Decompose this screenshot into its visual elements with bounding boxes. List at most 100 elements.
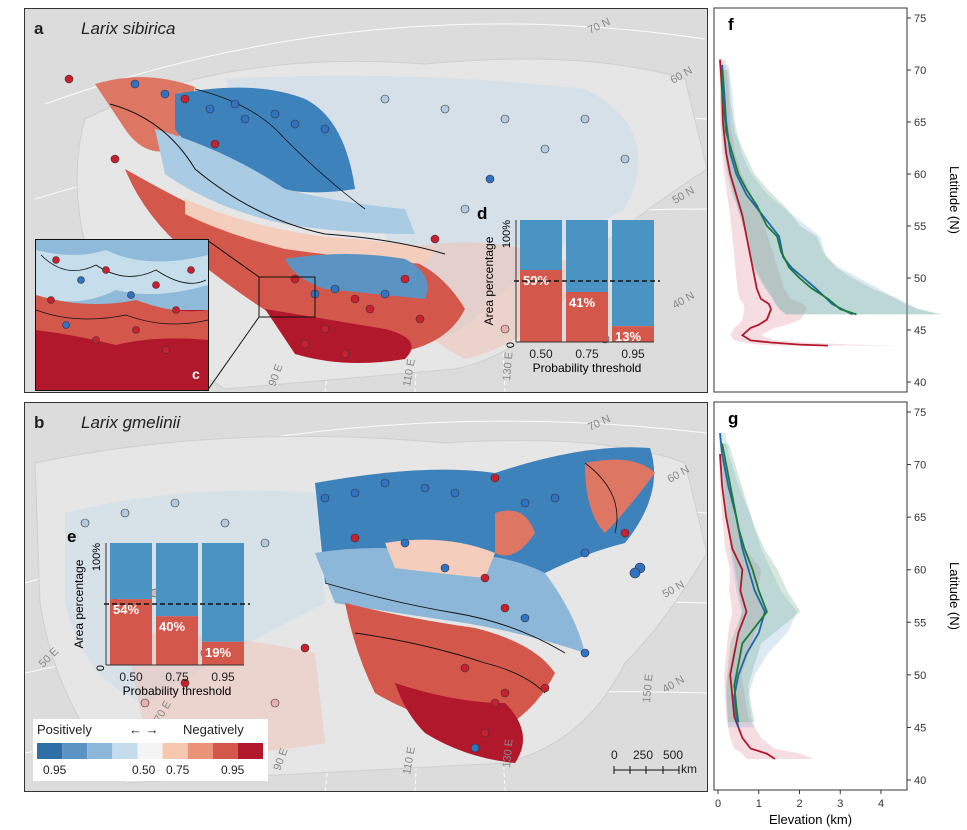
occurrence-point	[480, 573, 490, 583]
bar-chart-d: 59% 0.50 41% 0.75 13% 0.95 0 100% Area percentag…	[477, 204, 660, 375]
legend-tick: 0.75	[166, 763, 190, 777]
x-tick-label: 0.75	[165, 670, 189, 684]
legend-arrow: ← →	[129, 722, 159, 737]
bar-positive-0.50	[110, 543, 152, 600]
occurrence-point	[440, 104, 450, 114]
occurrence-point	[170, 498, 180, 508]
y-tick-label: 70	[914, 65, 926, 77]
occurrence-point	[629, 567, 641, 579]
occurrence-point	[480, 728, 490, 738]
occurrence-point	[180, 94, 190, 104]
grid-label: 70 N	[586, 16, 612, 37]
x-tick-label: 0	[715, 798, 721, 810]
occurrence-point	[580, 548, 590, 558]
inset-locator	[258, 276, 316, 318]
x-axis-label: Probability threshold	[123, 684, 232, 698]
bar-value-label: 19%	[205, 645, 231, 660]
occurrence-point	[127, 291, 135, 299]
x-tick-label: 4	[878, 798, 884, 810]
occurrence-point	[580, 114, 590, 124]
occurrence-point	[220, 518, 230, 528]
grid-label: 130 E	[501, 739, 515, 769]
points-c	[47, 256, 195, 354]
occurrence-point	[380, 478, 390, 488]
map-a: 70 N 60 N 50 N 40 N 90 E 110 E 130 E	[34, 16, 707, 392]
species-name-b: Larix gmelinii	[81, 413, 181, 432]
occurrence-point	[140, 698, 150, 708]
bar-value-label: 40%	[159, 619, 185, 634]
inset-c: c	[35, 239, 209, 391]
occurrence-point	[340, 349, 350, 359]
panel-label-f: f	[728, 15, 734, 34]
legend-swatch	[212, 743, 238, 759]
legend-swatch	[112, 743, 138, 759]
occurrence-point	[400, 274, 410, 284]
series-envelope	[720, 70, 944, 315]
series-line	[721, 443, 768, 723]
legend-tick: 0.50	[132, 763, 156, 777]
y-tick-label: 65	[914, 117, 926, 129]
y-tick-label: 55	[914, 617, 926, 629]
range-blue-light	[155, 129, 415, 234]
occurrence-point	[132, 326, 140, 334]
occurrence-point	[172, 306, 180, 314]
panel-label-d: d	[477, 204, 487, 223]
y-tick-label: 40	[914, 377, 926, 389]
y-tick-label: 60	[914, 169, 926, 181]
occurrence-point	[440, 563, 450, 573]
bar-negative-0.50	[110, 599, 152, 665]
range-pale-band	[185, 199, 435, 264]
x-axis-label: Probability threshold	[533, 361, 642, 375]
range-blue-light	[315, 548, 585, 653]
occurrence-point	[420, 483, 430, 493]
x-tick-label: 0.95	[621, 347, 645, 361]
boundary-line	[109, 103, 446, 255]
bar-value-label: 13%	[615, 329, 641, 344]
occurrence-point	[320, 324, 330, 334]
range-pale	[385, 539, 495, 578]
occurrence-point	[620, 154, 630, 164]
range-red-east	[495, 510, 535, 556]
legend-color-bar	[37, 743, 263, 759]
bar-negative-0.95	[612, 326, 654, 342]
occurrence-point	[500, 114, 510, 124]
x-axis-label: Elevation (km)	[769, 812, 852, 827]
occurrence-point	[77, 276, 85, 284]
series-line	[719, 454, 776, 760]
series-line	[721, 69, 857, 316]
series-envelope	[720, 64, 938, 315]
points-b	[80, 473, 646, 753]
occurrence-point	[210, 139, 220, 149]
y-tick-label: 100%	[501, 220, 513, 248]
y-tick-label: 100%	[91, 543, 103, 571]
occurrence-point	[485, 174, 495, 184]
occurrence-point	[270, 698, 280, 708]
occurrence-point	[62, 321, 70, 329]
series-envelope	[719, 59, 899, 346]
legend-swatch	[87, 743, 113, 759]
legend-swatch	[237, 743, 263, 759]
panel-label-e: e	[67, 527, 76, 546]
y-tick-label: 70	[914, 460, 926, 472]
scale-tick-label: 0	[611, 748, 618, 762]
occurrence-point	[540, 144, 550, 154]
grid-label: 110 E	[401, 746, 418, 776]
panel-label-a: a	[34, 19, 44, 38]
boundary-line	[194, 88, 366, 210]
occurrence-point	[350, 533, 360, 543]
y-tick-label: 0	[505, 342, 517, 348]
scale-bar: 0 250 500 km	[611, 748, 701, 782]
bar-value-label: 41%	[569, 295, 595, 310]
bar-value-label: 59%	[523, 273, 549, 288]
scale-tick-label: 500	[663, 748, 684, 762]
occurrence-point	[64, 74, 74, 84]
y-tick-label: 45	[914, 722, 926, 734]
x-tick-label: 2	[796, 798, 802, 810]
occurrence-point	[365, 304, 375, 314]
scale-unit: km	[681, 762, 697, 776]
legend-swatch	[37, 743, 63, 759]
grid-label: 110 E	[401, 358, 418, 388]
bar-negative-0.75	[566, 291, 608, 342]
occurrence-point	[230, 99, 240, 109]
occurrence-point	[102, 266, 110, 274]
